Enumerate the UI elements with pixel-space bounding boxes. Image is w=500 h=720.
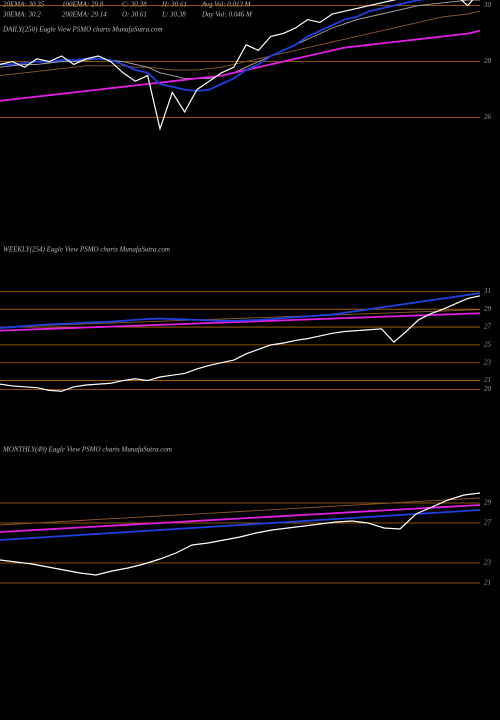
stat-label: C: 30.38 [122, 1, 147, 9]
y-tick-label: 25 [484, 340, 492, 348]
y-tick-label: 27 [484, 323, 492, 331]
stat-label: 30EMA: 30.2 [2, 11, 41, 19]
series-line [0, 504, 481, 533]
y-tick-label: 21 [484, 376, 491, 384]
series-line [0, 497, 481, 526]
y-tick-label: 29 [484, 499, 492, 507]
stat-label: O: 30.61 [122, 11, 147, 19]
series-line [0, 0, 480, 79]
series-line [0, 29, 481, 102]
stat-label: Day Vol: 0.046 M [201, 11, 253, 19]
series-line [0, 0, 427, 92]
panel-title: MONTHLY(49) Eagle View PSMO charts Munaf… [2, 446, 172, 454]
series-line [0, 292, 481, 329]
stat-label: L: 30.38 [161, 11, 186, 19]
y-tick-label: 27 [484, 519, 492, 527]
y-tick-label: 21 [484, 579, 491, 587]
series-line [0, 312, 481, 332]
y-tick-label: 26 [484, 113, 492, 121]
series-line [0, 295, 481, 392]
panel-title: WEEKLY(254) Eagle View PSMO charts Munaf… [3, 246, 170, 254]
y-tick-label: 23 [484, 559, 492, 567]
y-tick-label: 31 [483, 287, 491, 295]
stat-label: H: 30.61 [161, 1, 187, 9]
series-line [0, 509, 481, 541]
series-line [0, 0, 474, 131]
y-tick-label: 28 [484, 57, 492, 65]
y-tick-label: 30 [483, 1, 492, 9]
y-tick-label: 23 [484, 358, 492, 366]
series-line [0, 492, 481, 576]
series-line [0, 10, 481, 77]
series-line [0, 309, 481, 328]
y-tick-label: 20 [484, 385, 492, 393]
stat-label: 100EMA: 29.8 [62, 1, 104, 9]
stat-label: 200EMA: 29.14 [62, 11, 107, 19]
y-tick-label: 29 [484, 305, 492, 313]
stat-label: Avg Vol: 0.013 M [201, 1, 252, 9]
stat-label: 20EMA: 30.35 [3, 1, 45, 9]
panel-title: DAILY(250) Eagle View PSMO charts Munafa… [2, 26, 163, 34]
